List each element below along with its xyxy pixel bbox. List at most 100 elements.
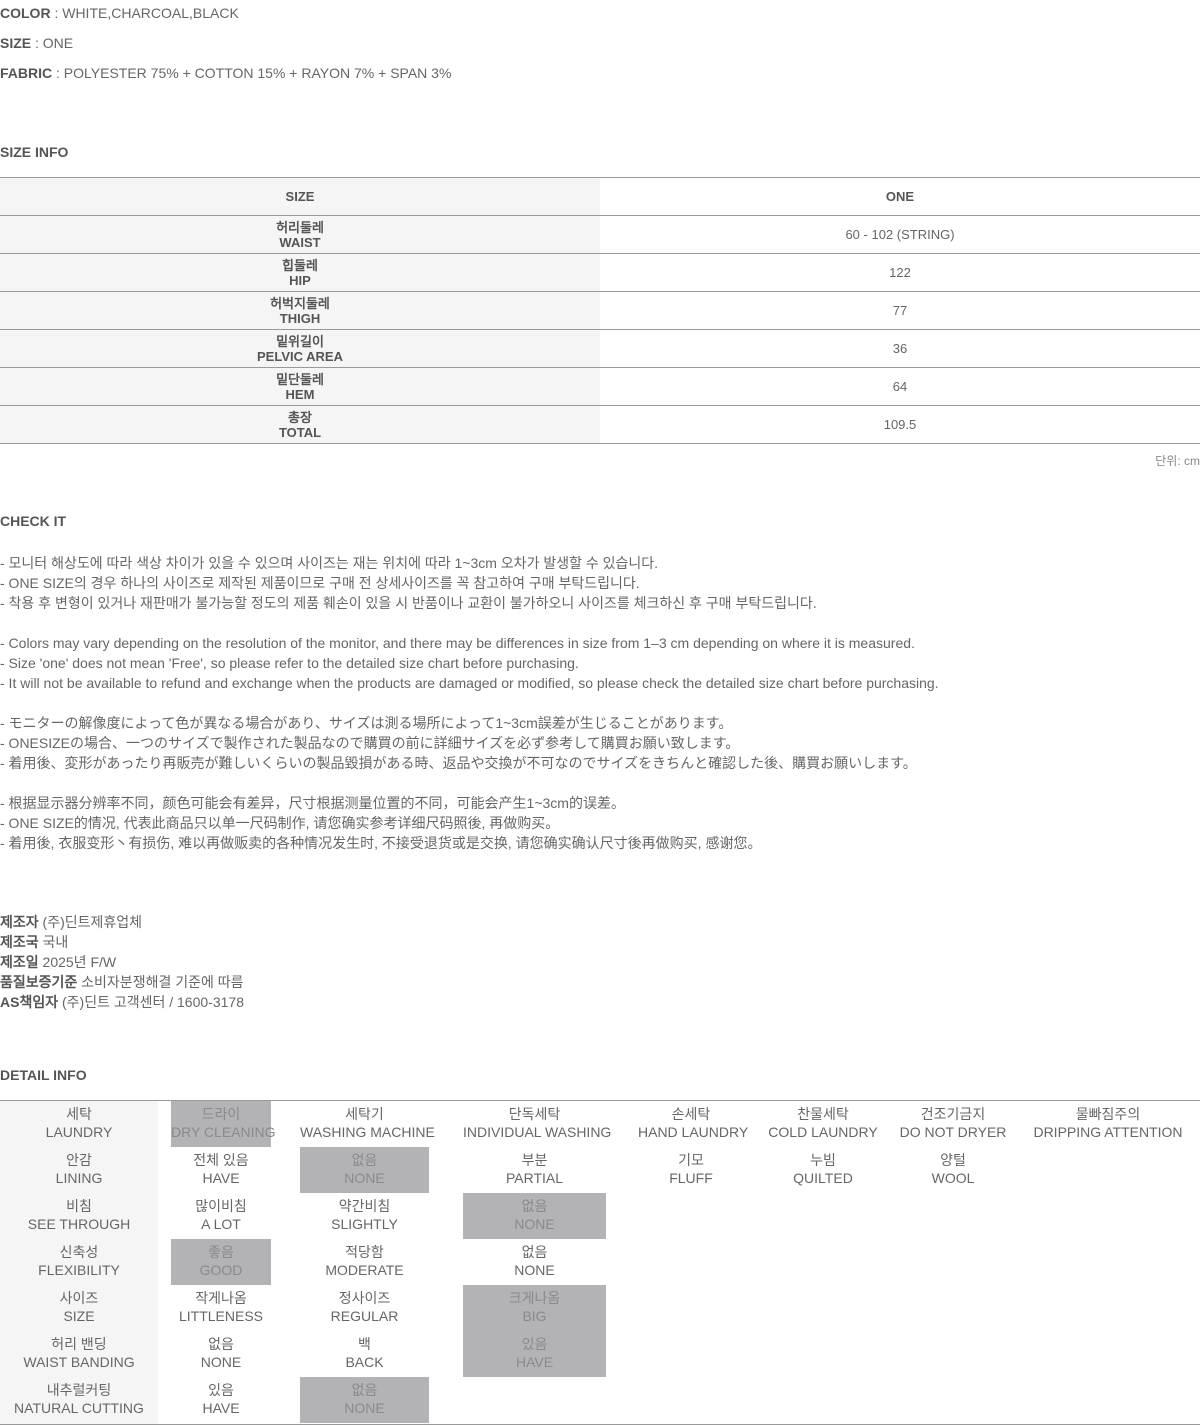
detail-option-selected: 없음 NONE	[300, 1377, 429, 1423]
detail-option: 적당함 MODERATE	[300, 1239, 429, 1285]
option-en: WOOL	[931, 1170, 975, 1186]
detail-row-label: 안감 LINING	[0, 1147, 158, 1193]
option-ko: 신축성	[59, 1244, 99, 1260]
option-ko: 많이비침	[195, 1198, 247, 1214]
size-row-value: 60 - 102 (STRING)	[600, 215, 1200, 254]
size-table-row: 밑위길이 PELVIC AREA 36	[0, 329, 1200, 368]
manufacturer-value: (주)딘트 고객센터 / 1600-3178	[58, 994, 244, 1010]
size-table-header: SIZE ONE	[0, 177, 1200, 216]
detail-option: 없음 NONE	[171, 1331, 271, 1377]
size-row-value: 109.5	[600, 405, 1200, 444]
option-en: NONE	[344, 1400, 385, 1416]
option-en: HAVE	[202, 1400, 240, 1416]
spec-fabric: FABRIC : POLYESTER 75% + COTTON 15% + RA…	[0, 65, 452, 81]
manufacturer-value: (주)딘트제휴업체	[38, 914, 143, 930]
option-ko: 단독세탁	[508, 1106, 561, 1122]
option-en: NONE	[514, 1262, 555, 1278]
unit-label: 단위: cm	[1155, 454, 1200, 468]
detail-option-selected: 없음 NONE	[300, 1147, 429, 1193]
option-en: WASHING MACHINE	[300, 1124, 435, 1140]
detail-row-label: 신축성 FLEXIBILITY	[0, 1239, 158, 1285]
manufacturer-label: 제조일	[0, 954, 39, 970]
check-line: - ONE SIZE的情况, 代表此商品只以单一尺码制作, 请您确实参考详细尺码…	[0, 815, 560, 831]
option-en: FLEXIBILITY	[38, 1262, 120, 1278]
check-line: - ONESIZEの場合、一つのサイズで製作された製品なので購買の前に詳細サイズ…	[0, 735, 740, 751]
detail-option: 누빔 QUILTED	[768, 1147, 878, 1193]
manufacturer-row: 품질보증기준 소비자분쟁해결 기준에 따름	[0, 972, 244, 992]
option-en: DRIPPING ATTENTION	[1033, 1124, 1183, 1140]
size-row-value: 77	[600, 291, 1200, 330]
size-row-value: 36	[600, 329, 1200, 368]
detail-option: 작게나옴 LITTLENESS	[171, 1285, 271, 1331]
option-en: BIG	[522, 1308, 547, 1324]
manufacturer-label: 제조자	[0, 914, 39, 930]
detail-option: 기모 FLUFF	[638, 1147, 744, 1193]
size-row-value: 122	[600, 253, 1200, 292]
option-en: PARTIAL	[505, 1170, 564, 1186]
manufacturer-row: 제조일 2025년 F/W	[0, 952, 244, 972]
option-en: LINING	[55, 1170, 103, 1186]
size-table: SIZE ONE 허리둘레 WAIST 60 - 102 (STRING) 힙둘레 HI…	[0, 177, 1200, 444]
detail-label-column-bg	[0, 1101, 158, 1424]
detail-option: 없음 NONE	[463, 1239, 606, 1285]
spacer	[0, 613, 939, 633]
spacer	[0, 773, 939, 793]
option-en: BACK	[345, 1354, 384, 1370]
detail-table: 세탁 LAUNDRY 드라이 DRY CLEANING 세탁기 WASHING MACHI…	[0, 1100, 1200, 1425]
option-ko: 없음	[351, 1152, 378, 1168]
option-ko: 사이즈	[59, 1290, 99, 1306]
option-ko: 없음	[208, 1336, 234, 1352]
option-en: COLD LAUNDRY	[768, 1124, 878, 1140]
detail-option-selected: 크게나옴 BIG	[463, 1285, 606, 1331]
detail-row-label: 허리 밴딩 WAIST BANDING	[0, 1331, 158, 1377]
option-ko: 기모	[678, 1152, 704, 1168]
label-en: WAIST	[279, 234, 321, 250]
detail-option: 물빠짐주의 DRIPPING ATTENTION	[1028, 1101, 1188, 1147]
size-row-label: 허리둘레 WAIST	[0, 215, 600, 254]
detail-option: 손세탁 HAND LAUNDRY	[638, 1101, 748, 1147]
option-ko: 손세탁	[671, 1106, 711, 1122]
option-ko: 없음	[351, 1382, 378, 1398]
option-en: NONE	[200, 1354, 242, 1370]
option-ko: 드라이	[201, 1106, 241, 1122]
check-line: - ONE SIZE의 경우 하나의 사이즈로 제작된 제품이므로 구매 전 상…	[0, 575, 640, 591]
size-table-row: 총장 TOTAL 109.5	[0, 405, 1200, 444]
size-row-label: 총장 TOTAL	[0, 405, 600, 444]
option-ko: 적당함	[345, 1244, 384, 1260]
spec-size: SIZE : ONE	[0, 35, 74, 51]
detail-option: 많이비침 A LOT	[171, 1193, 271, 1239]
option-ko: 백	[358, 1336, 371, 1352]
option-ko: 전체 있음	[193, 1152, 249, 1168]
header-size: SIZE	[0, 177, 600, 216]
option-ko: 있음	[521, 1336, 548, 1352]
check-it-title: CHECK IT	[0, 513, 67, 529]
check-line: - Size 'one' does not mean 'Free', so pl…	[0, 655, 579, 671]
manufacturer-row: AS책임자 (주)딘트 고객센터 / 1600-3178	[0, 992, 244, 1012]
label-en: THIGH	[279, 310, 321, 326]
manufacturer-label: 제조국	[0, 934, 39, 950]
option-en: FLUFF	[669, 1170, 713, 1186]
detail-option: 건조기금지 DO NOT DRYER	[898, 1101, 1008, 1147]
manufacturer-info: 제조자 (주)딘트제휴업체 제조국 국내 제조일 2025년 F/W 품질보증기준 소…	[0, 912, 244, 1012]
detail-option-selected: 없음 NONE	[463, 1193, 606, 1239]
label-ko: 허벅지둘레	[270, 295, 330, 311]
check-line: - 着用後, 衣服变形丶有损伤, 难以再做贩卖的各种情况发生时, 不接受退货或是…	[0, 835, 762, 851]
option-en: DRY CLEANING	[171, 1124, 276, 1140]
label-en: HIP	[289, 272, 311, 288]
option-en: LAUNDRY	[45, 1124, 113, 1140]
detail-option-selected: 드라이 DRY CLEANING	[171, 1101, 276, 1147]
size-row-label: 허벅지둘레 THIGH	[0, 291, 600, 330]
size-info-title: SIZE INFO	[0, 144, 69, 160]
detail-option: 찬물세탁 COLD LAUNDRY	[768, 1101, 878, 1147]
detail-option-selected: 있음 HAVE	[463, 1331, 606, 1377]
option-en: GOOD	[199, 1262, 243, 1278]
check-line: - It will not be available to refund and…	[0, 675, 939, 691]
option-ko: 없음	[521, 1198, 548, 1214]
option-ko: 크게나옴	[508, 1290, 561, 1306]
label-ko: 밑위길이	[276, 333, 324, 349]
check-line: - Colors may vary depending on the resol…	[0, 635, 915, 651]
option-en: INDIVIDUAL WASHING	[463, 1124, 612, 1140]
option-en: SIZE	[63, 1308, 95, 1324]
label-ko: 힙둘레	[282, 257, 318, 273]
size-table-row: 허리둘레 WAIST 60 - 102 (STRING)	[0, 215, 1200, 254]
